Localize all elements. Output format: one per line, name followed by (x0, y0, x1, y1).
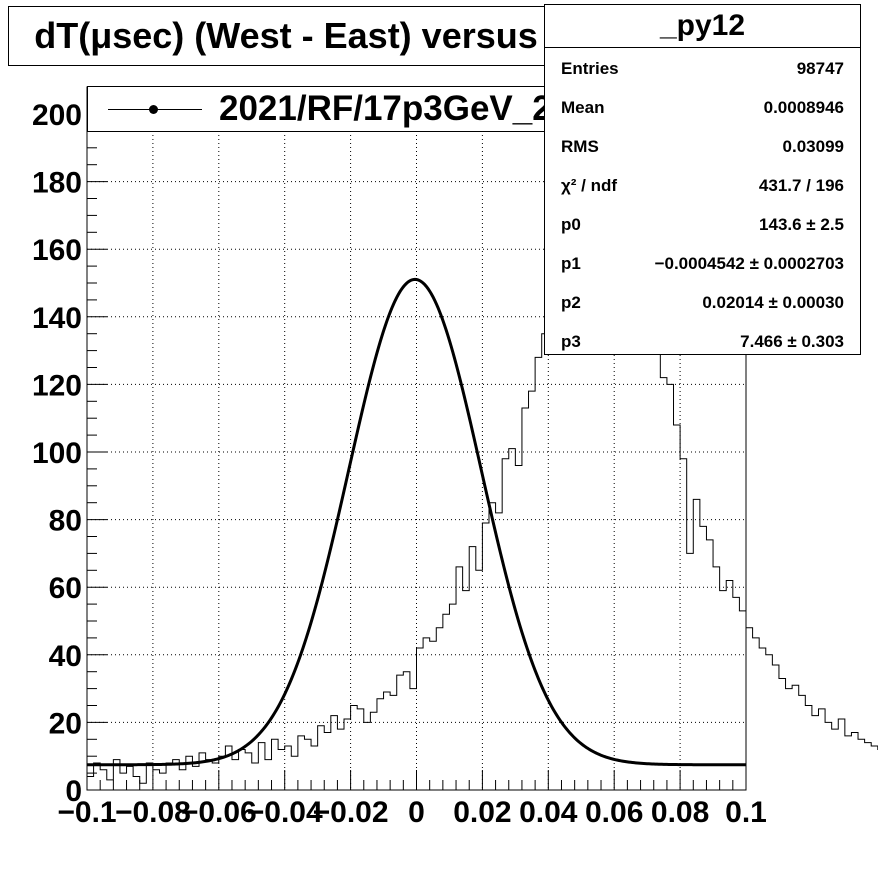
stats-row-p2: p2 0.02014 ± 0.00030 (561, 292, 844, 314)
y-tick-labels: 0 20 40 60 80 100 120 140 160 180 200 (32, 99, 82, 808)
stats-row-rms: RMS 0.03099 (561, 136, 844, 158)
stats-key: RMS (561, 137, 599, 156)
stats-key: Entries (561, 59, 619, 78)
x-tick-label: 0.02 (453, 796, 511, 829)
y-tick-label: 40 (49, 640, 82, 673)
x-tick-label: 0.08 (651, 796, 709, 829)
y-tick-label: 0 (65, 775, 82, 808)
legend-dot-marker (149, 105, 158, 114)
y-tick-label: 140 (32, 302, 82, 335)
plot-title-text: dT(μsec) (West - East) versus Z (34, 15, 570, 56)
stats-row-mean: Mean 0.0008946 (561, 97, 844, 119)
legend: 2021/RF/17p3GeV_2021 (87, 86, 613, 132)
x-tick-label: 0.06 (585, 796, 643, 829)
stats-key: Mean (561, 98, 605, 117)
x-tick-label: 0 (408, 796, 425, 829)
stats-box: _py12 Entries 98747 Mean 0.0008946 RMS 0… (544, 4, 861, 355)
axis-ticks (86, 96, 747, 791)
stats-key: p2 (561, 293, 581, 312)
stats-value: 0.03099 (782, 137, 844, 156)
x-tick-label: 0.1 (725, 796, 767, 829)
stats-row-p0: p0 143.6 ± 2.5 (561, 214, 844, 236)
stats-row-p1: p1 −0.0004542 ± 0.0002703 (561, 253, 844, 275)
stats-value: 143.6 ± 2.5 (759, 215, 844, 234)
plot-title: dT(μsec) (West - East) versus Z (8, 6, 596, 66)
x-tick-label: −0.06 (181, 796, 257, 829)
y-tick-label: 180 (32, 167, 82, 200)
y-tick-label: 160 (32, 234, 82, 267)
stats-value: 0.02014 ± 0.00030 (702, 293, 844, 312)
x-tick-label: −0.04 (247, 796, 323, 829)
x-tick-labels: −0.1−0.08−0.06−0.04−0.02 0 0.02 0.04 0.06 0.0… (57, 796, 766, 829)
stats-key: χ² / ndf (561, 176, 618, 195)
stats-row-p3: p3 7.466 ± 0.303 (561, 331, 844, 353)
stats-row-chi2: χ² / ndf 431.7 / 196 (561, 175, 844, 197)
x-tick-label: 0.04 (519, 796, 578, 829)
stats-row-entries: Entries 98747 (561, 58, 844, 80)
y-tick-label: 80 (49, 505, 82, 538)
x-tick-label: −0.1 (57, 796, 116, 829)
y-tick-label: 200 (32, 99, 82, 132)
y-tick-label: 60 (49, 572, 82, 605)
y-tick-label: 100 (32, 437, 82, 470)
y-tick-label: 120 (32, 369, 82, 402)
x-tick-label: −0.08 (115, 796, 191, 829)
y-tick-label: 20 (49, 707, 82, 740)
stats-name: _py12 (545, 5, 860, 48)
stats-key: p3 (561, 332, 581, 351)
stats-value: 431.7 / 196 (758, 176, 844, 195)
stats-value: −0.0004542 ± 0.0002703 (654, 254, 844, 273)
stats-key: p1 (561, 254, 581, 273)
fit-curve (87, 277, 746, 767)
stats-value: 7.466 ± 0.303 (740, 332, 844, 351)
stats-value: 98747 (796, 59, 844, 78)
x-tick-label: −0.02 (313, 796, 389, 829)
stats-value: 0.0008946 (763, 98, 844, 117)
stats-key: p0 (561, 215, 581, 234)
